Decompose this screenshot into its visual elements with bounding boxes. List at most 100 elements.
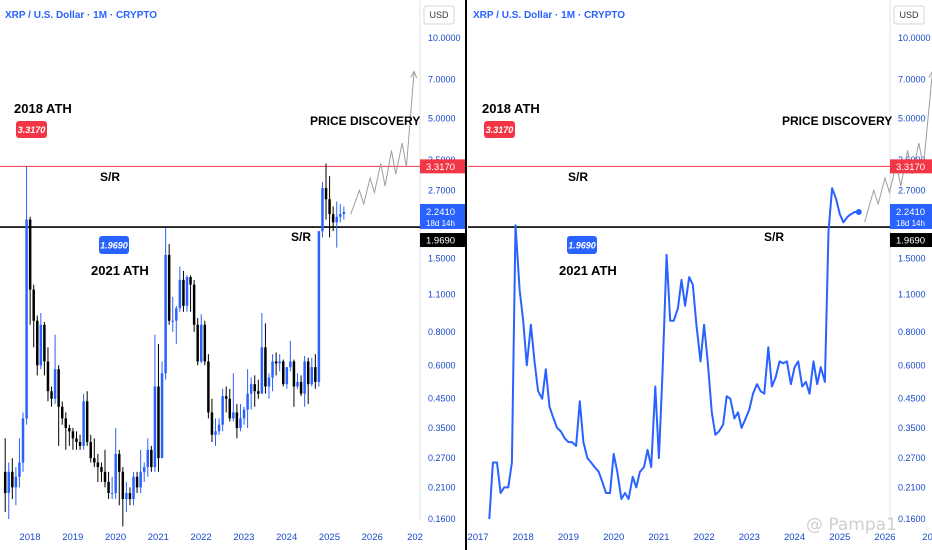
candle-body [239, 418, 242, 428]
candle [192, 279, 196, 332]
candle [299, 375, 303, 397]
candle-body [18, 462, 21, 477]
candle [292, 359, 296, 407]
watermark: @ Pampa1 [806, 515, 897, 535]
projection-arrowhead [410, 70, 418, 79]
candle [36, 315, 39, 376]
candle-body [135, 476, 139, 488]
candle [232, 373, 235, 422]
candle-body [153, 386, 157, 468]
candle-body [32, 289, 35, 321]
candle [335, 201, 338, 248]
current-price-text: 2.2410 [426, 207, 455, 218]
resistance-price-label [890, 159, 932, 174]
y-tick-label: 0.6000 [898, 360, 926, 370]
ath-2021-badge [99, 236, 129, 254]
candle [310, 357, 314, 387]
candle [3, 438, 7, 512]
candle-body [57, 369, 60, 407]
candle [146, 438, 150, 477]
x-tick-label: 2022 [191, 532, 212, 543]
candle-body [331, 214, 335, 223]
candle [7, 462, 11, 519]
candle [82, 393, 85, 450]
candle [207, 354, 210, 419]
candle-body [75, 438, 78, 443]
y-tick-label: 0.4500 [898, 394, 926, 404]
candle-body [185, 277, 189, 306]
x-tick-label: 2024 [276, 532, 297, 543]
chart-panel-2: USD10.00007.00005.00003.50002.70002.1000… [467, 0, 932, 550]
candle [242, 406, 246, 425]
candle [271, 354, 274, 392]
ath-2018-badge-value: 3.3170 [18, 125, 46, 135]
candle-body [60, 406, 64, 419]
candle [175, 305, 178, 345]
x-tick-label: 2022 [694, 532, 715, 543]
chart-title: XRP / U.S. Dollar · 1M · CRYPTO [5, 10, 157, 21]
annotation-2021-ath: 2021 ATH [91, 263, 149, 278]
y-tick-label: 10.0000 [428, 33, 461, 43]
candle-body [289, 361, 292, 368]
candle-body [228, 398, 232, 419]
resistance-price-text: 3.3170 [896, 162, 925, 173]
candle-body [93, 458, 96, 463]
candle [342, 206, 346, 220]
candle-body [164, 254, 167, 374]
candle [32, 284, 35, 348]
candle [321, 181, 324, 238]
candle [339, 204, 342, 223]
candle [178, 266, 182, 312]
x-tick-label: 2025 [829, 532, 850, 543]
x-tick-label: 2021 [648, 532, 669, 543]
candle [203, 320, 207, 366]
y-tick-label: 0.3500 [898, 423, 926, 433]
projection-path [350, 71, 415, 215]
candle [224, 386, 228, 413]
candle [100, 462, 103, 482]
candle [11, 458, 14, 500]
candle [153, 334, 157, 472]
candle [18, 438, 21, 488]
candle [135, 471, 139, 494]
candle [157, 344, 160, 472]
candle-body [274, 361, 278, 364]
y-tick-label: 0.1600 [898, 514, 926, 524]
candle [39, 313, 43, 370]
chart-title: XRP / U.S. Dollar · 1M · CRYPTO [473, 10, 625, 21]
candle [50, 386, 53, 407]
candle-body [196, 324, 199, 362]
candle [118, 449, 121, 506]
candle [221, 388, 224, 432]
candle-body [306, 361, 310, 385]
candle [75, 431, 78, 450]
y-tick-label: 2.7000 [428, 185, 456, 195]
candle-body [43, 324, 46, 362]
candle-body [292, 361, 296, 387]
candle [324, 163, 328, 220]
candle [217, 418, 221, 435]
candle-body [28, 219, 32, 290]
annotation-price-discovery: PRICE DISCOVERY [782, 114, 892, 128]
projection-arrowhead [928, 71, 932, 78]
candle [68, 424, 71, 446]
candle-body [235, 412, 239, 428]
candle [314, 354, 317, 389]
candle-body [3, 471, 7, 494]
candle [60, 401, 64, 425]
last-price-dot [855, 208, 862, 215]
candle [14, 467, 18, 506]
candle-body [171, 320, 174, 322]
candle-body [7, 471, 11, 494]
x-tick-label: 2019 [62, 532, 83, 543]
ath-2018-badge-value: 3.3170 [486, 125, 514, 135]
candle-body [303, 361, 306, 394]
candle-body [281, 361, 285, 385]
y-tick-label: 0.3500 [428, 423, 456, 433]
candle-body [221, 396, 224, 425]
candle [214, 418, 217, 446]
candle [167, 244, 171, 325]
candle [160, 361, 164, 459]
x-tick-label: 202 [922, 532, 932, 543]
candle [53, 334, 57, 405]
